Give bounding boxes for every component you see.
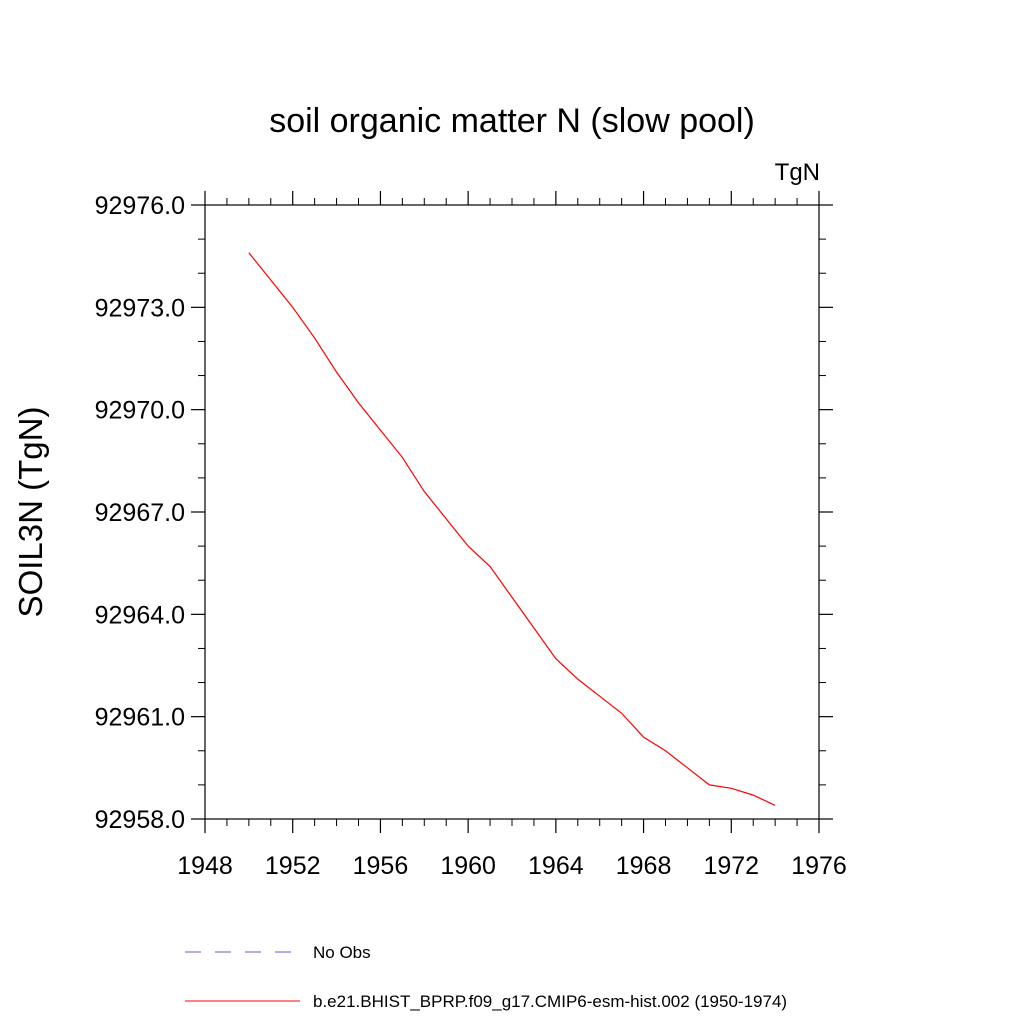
series-line-1 bbox=[248, 252, 776, 806]
y-tick-label: 92967.0 bbox=[95, 499, 185, 527]
units-label: TgN bbox=[775, 159, 820, 186]
x-tick-label: 1964 bbox=[528, 852, 584, 880]
y-tick-label: 92970.0 bbox=[95, 397, 185, 425]
legend: No Obs b.e21.BHIST_BPRP.f09_g17.CMIP6-es… bbox=[185, 943, 787, 1011]
legend-label-no-obs: No Obs bbox=[313, 943, 371, 962]
x-tick-label: 1948 bbox=[177, 852, 233, 880]
y-tick-label: 92964.0 bbox=[95, 601, 185, 629]
legend-label-model-run: b.e21.BHIST_BPRP.f09_g17.CMIP6-esm-hist.… bbox=[313, 992, 787, 1011]
y-tick-label: 92973.0 bbox=[95, 294, 185, 322]
y-tick-label: 92958.0 bbox=[95, 806, 185, 834]
x-tick-label: 1968 bbox=[616, 852, 672, 880]
y-axis-label: SOIL3N (TgN) bbox=[12, 407, 49, 618]
data-series bbox=[248, 252, 776, 806]
axis-ticks bbox=[191, 191, 833, 833]
x-tick-label: 1972 bbox=[703, 852, 759, 880]
x-tick-label: 1976 bbox=[791, 852, 847, 880]
x-tick-label: 1956 bbox=[353, 852, 409, 880]
y-tick-label: 92976.0 bbox=[95, 192, 185, 220]
axis-tick-labels: 1948 1952 1956 1960 1964 1968 1972 1976 92958.0 9… bbox=[95, 192, 847, 880]
plot-frame bbox=[204, 204, 820, 820]
x-tick-label: 1952 bbox=[265, 852, 321, 880]
y-tick-label: 92961.0 bbox=[95, 704, 185, 732]
chart-title: soil organic matter N (slow pool) bbox=[269, 102, 755, 140]
x-tick-label: 1960 bbox=[440, 852, 496, 880]
